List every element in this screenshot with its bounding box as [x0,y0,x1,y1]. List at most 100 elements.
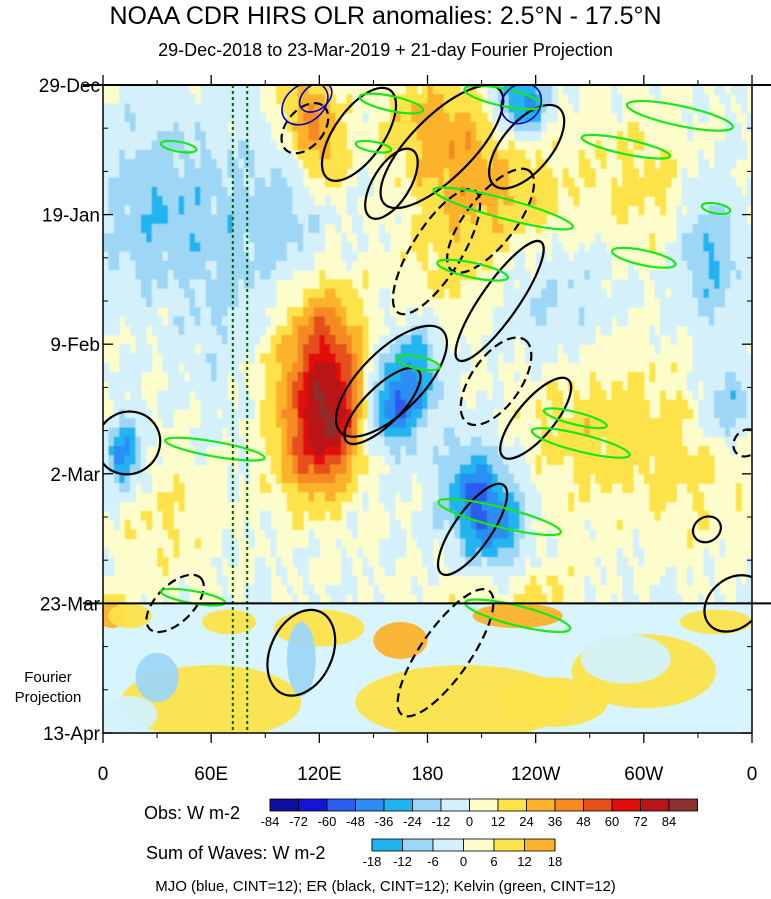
heatmap-cell [541,325,548,336]
heatmap-cell [595,464,602,475]
kelvin-contour [700,201,732,215]
heatmap-cell [308,436,315,447]
heatmap-cell [530,334,537,345]
heatmap-cell [103,501,110,512]
heatmap-cell [454,260,461,271]
heatmap-cell [449,547,456,558]
heatmap-cell [335,149,342,160]
heatmap-cell [189,316,196,327]
heatmap-cell [600,566,607,577]
heatmap-cell [167,399,174,410]
heatmap-cell [541,251,548,262]
heatmap-cell [465,464,472,475]
heatmap-cell [157,270,164,280]
heatmap-cell [730,353,737,364]
heatmap-cell [108,214,115,225]
heatmap-cell [378,362,385,373]
heatmap-cell [146,131,153,142]
heatmap-cell [584,473,591,484]
heatmap-cell [573,186,580,197]
heatmap-cell [703,381,710,392]
heatmap-cell [741,594,748,604]
heatmap-cell [173,547,180,558]
heatmap-cell [622,594,629,604]
heatmap-cell [616,381,623,392]
heatmap-cell [486,214,493,225]
heatmap-cell [503,122,510,132]
heatmap-cell [227,399,234,410]
heatmap-cell [130,297,137,308]
heatmap-cell [335,455,342,466]
heatmap-cell [238,260,245,271]
heatmap-cell [476,436,483,447]
heatmap-cell [281,159,288,169]
heatmap-cell [249,279,256,290]
heatmap-cell [130,492,137,503]
heatmap-cell [200,279,207,290]
heatmap-cell [465,538,472,549]
heatmap-cell [189,381,196,392]
heatmap-cell [432,529,439,540]
heatmap-cell [146,103,153,114]
heatmap-cell [676,297,683,308]
heatmap-cell [130,436,137,447]
olr-anomaly-field [103,85,752,604]
heatmap-cell [503,168,510,179]
heatmap-cell [578,159,585,169]
heatmap-cell [681,316,688,327]
heatmap-cell [249,409,256,419]
heatmap-cell [589,371,596,382]
heatmap-cell [665,168,672,179]
heatmap-cell [746,353,752,364]
heatmap-cell [568,334,575,345]
heatmap-cell [600,455,607,466]
heatmap-cell [519,94,526,105]
heatmap-cell [578,149,585,160]
heatmap-cell [124,140,131,151]
heatmap-cell [351,510,358,521]
heatmap-cell [546,103,553,114]
heatmap-cell [405,94,412,105]
heatmap-cell [162,233,169,243]
heatmap-cell [346,260,353,271]
heatmap-cell [411,177,418,188]
heatmap-cell [708,177,715,188]
heatmap-cell [422,492,429,503]
heatmap-cell [519,159,526,169]
heatmap-cell [308,159,315,169]
heatmap-cell [286,464,293,475]
heatmap-cell [340,547,347,558]
heatmap-cell [254,260,261,271]
heatmap-cell [249,140,256,151]
heatmap-cell [422,455,429,466]
heatmap-cell [167,186,174,197]
heatmap-cell [400,547,407,558]
heatmap-cell [535,510,542,521]
heatmap-cell [200,316,207,327]
heatmap-cell [249,177,256,188]
heatmap-cell [427,205,434,216]
heatmap-cell [562,446,569,456]
heatmap-cell [400,334,407,345]
heatmap-cell [303,223,310,234]
heatmap-cell [216,233,223,243]
heatmap-cell [254,168,261,179]
heatmap-cell [524,316,531,327]
heatmap-cell [357,325,364,336]
heatmap-cell [627,288,634,299]
heatmap-cell [411,353,418,364]
heatmap-cell [730,196,737,206]
heatmap-cell [708,371,715,382]
heatmap-cell [194,205,201,216]
heatmap-cell [514,566,521,577]
heatmap-cell [492,316,499,327]
heatmap-cell [503,464,510,475]
heatmap-cell [384,353,391,364]
heatmap-cell [416,594,423,604]
heatmap-cell [157,242,164,253]
heatmap-cell [573,399,580,410]
heatmap-cell [292,520,299,530]
heatmap-cell [205,251,212,262]
heatmap-cell [205,288,212,299]
heatmap-cell [286,159,293,169]
